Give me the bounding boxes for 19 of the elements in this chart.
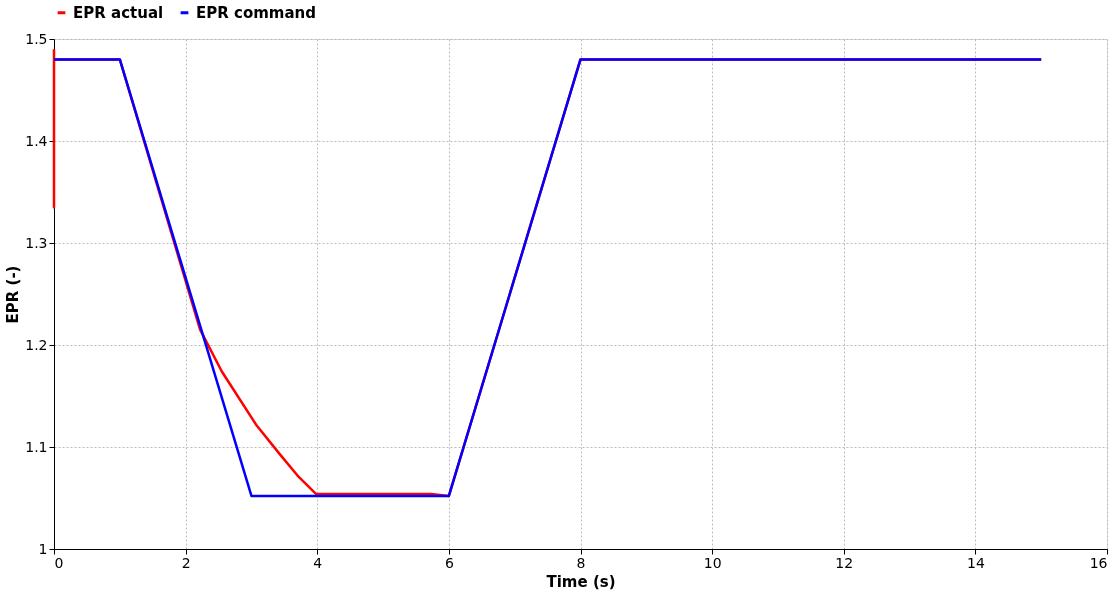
x-tick-label: 6 <box>444 554 454 571</box>
y-tick-label: 1.5 <box>25 30 48 47</box>
x-tick-label: 10 <box>703 554 722 571</box>
x-tick-label: 2 <box>181 554 191 571</box>
y-axis-title: EPR (-) <box>4 265 23 324</box>
y-tick-label: 1 <box>38 540 48 557</box>
x-tick-label: 14 <box>966 554 985 571</box>
x-axis-title: Time (s) <box>546 572 616 591</box>
y-tick-label: 1.3 <box>25 234 48 251</box>
y-tick-label: 1.1 <box>25 438 48 455</box>
y-tick-label: 1.2 <box>25 336 48 353</box>
y-tick-label: 1.4 <box>25 132 48 149</box>
x-tick-label: 4 <box>313 554 323 571</box>
x-tick-label: 16 <box>1089 554 1108 571</box>
legend-label: EPR actual <box>73 3 164 22</box>
x-tick-label: 0 <box>54 554 64 571</box>
x-tick-label: 8 <box>576 554 586 571</box>
legend-label: EPR command <box>196 3 317 22</box>
x-tick-label: 12 <box>835 554 854 571</box>
